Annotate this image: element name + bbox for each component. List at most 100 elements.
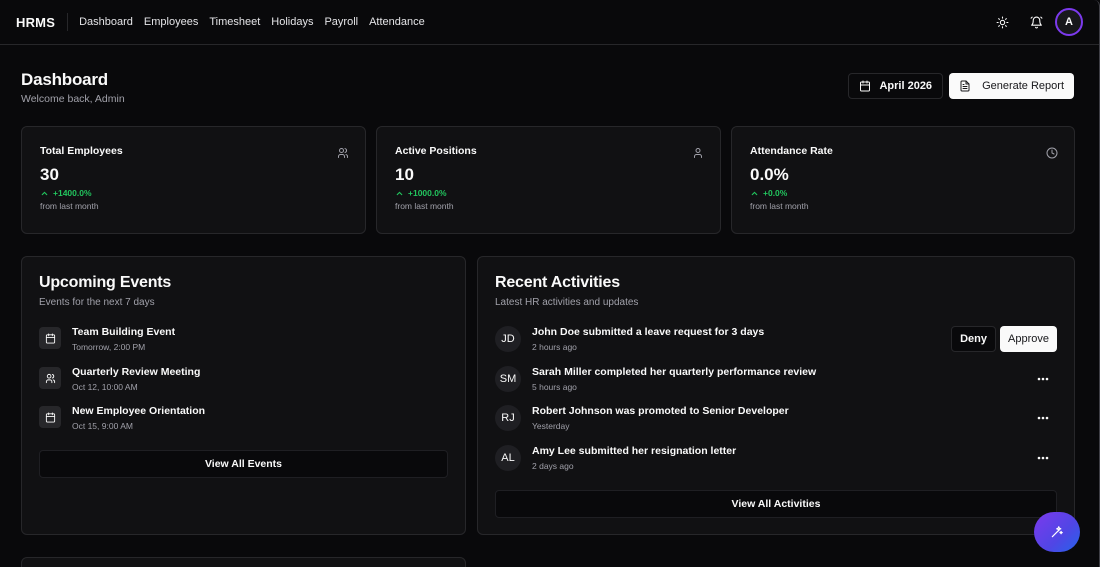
stat-value: 30	[40, 165, 59, 184]
more-options-button[interactable]	[1033, 369, 1053, 389]
generate-report-button[interactable]: Generate Report	[949, 73, 1074, 99]
nav-divider	[67, 13, 69, 31]
more-options-button[interactable]	[1033, 408, 1053, 428]
bell-icon	[1030, 16, 1042, 28]
stat-change-value: +1000.0%	[408, 188, 447, 198]
upcoming-events-panel: Upcoming Events Events for the next 7 da…	[21, 256, 466, 535]
assistant-fab-button[interactable]	[1034, 512, 1080, 552]
activity-avatar: AL	[495, 445, 521, 471]
stat-title: Active Positions	[395, 145, 477, 157]
event-time: Oct 12, 10:00 AM	[72, 382, 138, 392]
activity-actions: Deny Approve	[951, 326, 1057, 352]
generate-report-label: Generate Report	[982, 80, 1064, 92]
activities-title: Recent Activities	[495, 274, 620, 291]
arrow-up-icon	[751, 191, 758, 195]
nav-link-attendance[interactable]: Attendance	[369, 16, 425, 28]
activity-text: Amy Lee submitted her resignation letter	[532, 445, 737, 457]
arrow-up-icon	[396, 191, 403, 195]
deny-button[interactable]: Deny	[951, 326, 997, 352]
stat-value: 0.0%	[750, 165, 789, 184]
activity-time: 2 days ago	[532, 461, 574, 471]
stat-title: Attendance Rate	[750, 145, 833, 157]
next-panel-edge	[21, 557, 466, 567]
page-title: Dashboard	[21, 70, 108, 89]
clock-icon	[1046, 147, 1058, 159]
activity-item: JD John Doe submitted a leave request fo…	[495, 326, 1057, 352]
events-title: Upcoming Events	[39, 274, 172, 291]
approve-button[interactable]: Approve	[1000, 326, 1057, 352]
user-icon	[694, 148, 702, 158]
event-title: New Employee Orientation	[72, 405, 206, 417]
brand-logo[interactable]: HRMS	[16, 14, 56, 30]
notifications-button[interactable]	[1019, 7, 1053, 37]
nav-actions: A	[985, 7, 1083, 37]
stat-change: +1400.0%	[40, 188, 347, 198]
event-title: Quarterly Review Meeting	[72, 366, 201, 378]
more-options-button[interactable]	[1033, 448, 1053, 468]
stat-card-total-employees: Total Employees 30 +1400.0% from last mo…	[21, 126, 366, 234]
stat-change-value: +1400.0%	[53, 188, 92, 198]
date-picker-label: April 2026	[879, 80, 933, 92]
event-time: Tomorrow, 2:00 PM	[72, 342, 146, 352]
activity-item: SM Sarah Miller completed her quarterly …	[495, 366, 1057, 392]
stat-change: +0.0%	[750, 188, 1056, 198]
event-icon-box	[39, 406, 61, 428]
page-header: Dashboard Welcome back, Admin	[21, 70, 125, 105]
activity-text: Robert Johnson was promoted to Senior De…	[532, 405, 789, 417]
view-all-activities-button[interactable]: View All Activities	[495, 490, 1057, 518]
more-horizontal-icon	[1037, 456, 1049, 460]
top-nav: HRMS Dashboard Employees Timesheet Holid…	[0, 0, 1099, 45]
nav-links: Dashboard Employees Timesheet Holidays P…	[79, 16, 425, 28]
event-icon-box	[39, 367, 61, 389]
activity-avatar: RJ	[495, 405, 521, 431]
stat-change-value: +0.0%	[763, 188, 788, 198]
stat-change: +1000.0%	[395, 188, 702, 198]
more-horizontal-icon	[1037, 377, 1049, 381]
nav-link-dashboard[interactable]: Dashboard	[79, 16, 133, 28]
nav-link-employees[interactable]: Employees	[143, 16, 199, 28]
stat-card-active-positions: Active Positions 10 +1000.0% from last m…	[376, 126, 721, 234]
more-horizontal-icon	[1037, 416, 1049, 420]
event-item[interactable]: Team Building Event Tomorrow, 2:00 PM	[39, 326, 175, 352]
activities-subtitle: Latest HR activities and updates	[495, 297, 639, 308]
stat-note: from last month	[395, 201, 454, 211]
recent-activities-panel: Recent Activities Latest HR activities a…	[477, 256, 1075, 535]
stat-note: from last month	[750, 201, 809, 211]
stat-note: from last month	[40, 201, 99, 211]
user-avatar[interactable]: A	[1055, 8, 1083, 36]
activity-time: 2 hours ago	[532, 342, 577, 352]
page-subtitle: Welcome back, Admin	[21, 93, 125, 105]
calendar-icon	[45, 332, 55, 344]
theme-toggle-button[interactable]	[985, 7, 1019, 37]
activity-time: 5 hours ago	[532, 382, 577, 392]
nav-link-holidays[interactable]: Holidays	[271, 16, 314, 28]
activity-item: AL Amy Lee submitted her resignation let…	[495, 445, 1057, 471]
stat-value: 10	[395, 165, 414, 184]
event-title: Team Building Event	[72, 326, 176, 338]
sparkles-icon	[1051, 526, 1063, 538]
file-icon	[960, 80, 970, 92]
event-time: Oct 15, 9:00 AM	[72, 421, 133, 431]
stat-card-attendance-rate: Attendance Rate 0.0% +0.0% from last mon…	[731, 126, 1075, 234]
activity-text: Sarah Miller completed her quarterly per…	[532, 366, 817, 378]
users-icon	[45, 373, 55, 383]
activity-item: RJ Robert Johnson was promoted to Senior…	[495, 405, 1057, 431]
calendar-icon	[45, 411, 55, 423]
header-actions: April 2026 Generate Report	[848, 73, 1074, 99]
activity-avatar: SM	[495, 366, 521, 392]
calendar-icon	[860, 80, 871, 92]
activity-text: John Doe submitted a leave request for 3…	[532, 326, 765, 338]
view-all-events-button[interactable]: View All Events	[39, 450, 448, 478]
event-item[interactable]: Quarterly Review Meeting Oct 12, 10:00 A…	[39, 366, 200, 392]
event-item[interactable]: New Employee Orientation Oct 15, 9:00 AM	[39, 405, 205, 431]
users-icon	[338, 148, 349, 158]
sun-icon	[996, 16, 1008, 28]
activity-time: Yesterday	[532, 421, 570, 431]
date-picker-button[interactable]: April 2026	[848, 73, 944, 99]
events-subtitle: Events for the next 7 days	[39, 297, 155, 308]
nav-link-timesheet[interactable]: Timesheet	[209, 16, 261, 28]
event-icon-box	[39, 327, 61, 349]
nav-link-payroll[interactable]: Payroll	[324, 16, 359, 28]
stat-title: Total Employees	[40, 145, 123, 157]
